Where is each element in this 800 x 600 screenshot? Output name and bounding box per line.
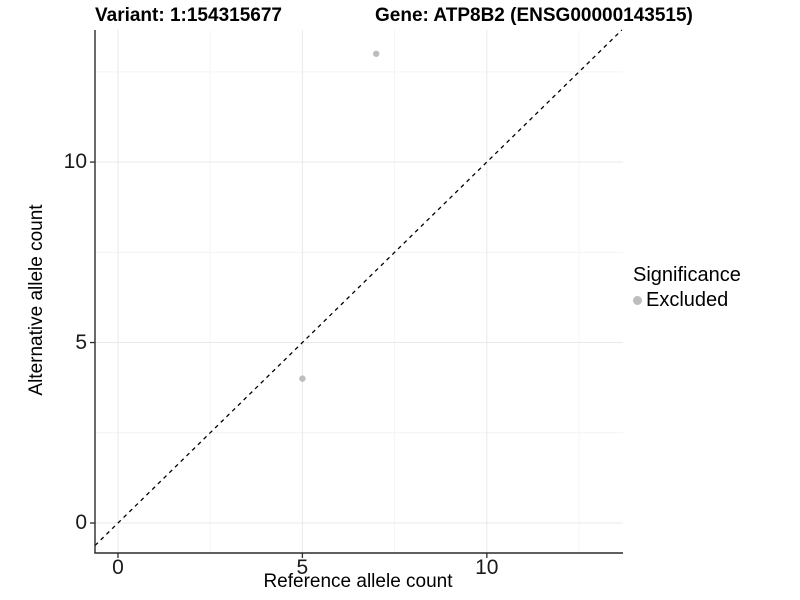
legend-item-excluded: Excluded [633, 288, 741, 312]
plot-panel [90, 29, 623, 558]
x-axis-title: Reference allele count [263, 571, 453, 592]
legend-point-icon [633, 295, 642, 305]
identity-line [94, 29, 623, 546]
legend-title: Significance [633, 264, 741, 286]
x-tick-label: 10 [475, 556, 499, 579]
y-tick-label: 5 [75, 330, 87, 354]
data-point [299, 375, 306, 382]
plot-title-variant: Variant: 1:154315677 [95, 5, 282, 26]
data-point [372, 50, 380, 57]
y-tick-label: 10 [63, 150, 87, 174]
x-tick-label: 0 [112, 556, 124, 579]
plot-title-gene: Gene: ATP8B2 (ENSG00000143515) [375, 5, 693, 26]
legend: Significance Excluded [633, 263, 741, 312]
x-tick-label: 5 [296, 556, 309, 579]
y-tick-label: 0 [75, 511, 87, 534]
legend-item-label: Excluded [646, 289, 729, 311]
y-axis-title: Alternative allele count [26, 204, 47, 396]
